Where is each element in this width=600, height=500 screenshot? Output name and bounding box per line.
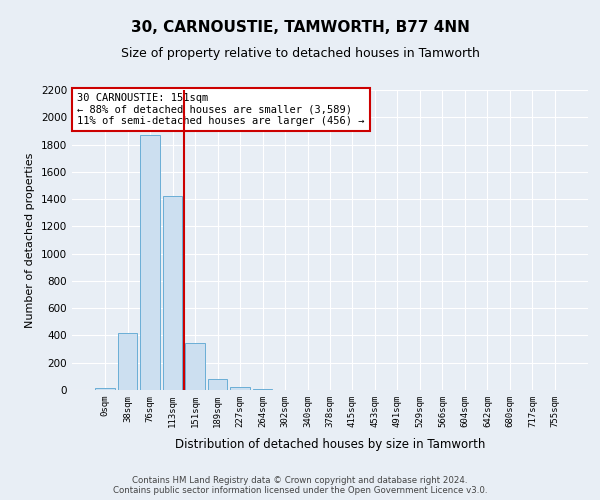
Y-axis label: Number of detached properties: Number of detached properties <box>25 152 35 328</box>
Bar <box>118 332 137 390</box>
X-axis label: Distribution of detached houses by size in Tamworth: Distribution of detached houses by size … <box>175 438 485 451</box>
Bar <box>230 387 250 390</box>
Text: Size of property relative to detached houses in Tamworth: Size of property relative to detached ho… <box>121 48 479 60</box>
Bar <box>185 343 205 390</box>
Bar <box>140 135 160 390</box>
Text: 30, CARNOUSTIE, TAMWORTH, B77 4NN: 30, CARNOUSTIE, TAMWORTH, B77 4NN <box>131 20 469 35</box>
Bar <box>163 196 182 390</box>
Bar <box>208 380 227 390</box>
Text: 30 CARNOUSTIE: 151sqm
← 88% of detached houses are smaller (3,589)
11% of semi-d: 30 CARNOUSTIE: 151sqm ← 88% of detached … <box>77 93 365 126</box>
Bar <box>95 388 115 390</box>
Bar <box>253 389 272 390</box>
Text: Contains HM Land Registry data © Crown copyright and database right 2024.
Contai: Contains HM Land Registry data © Crown c… <box>113 476 487 495</box>
